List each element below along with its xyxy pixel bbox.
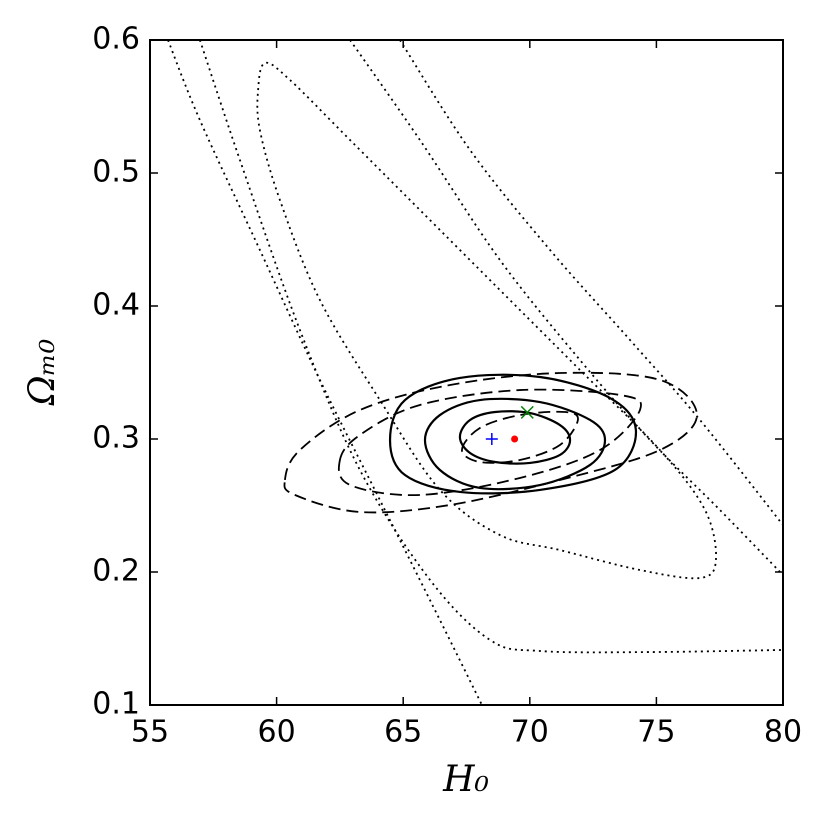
x-tick-label: 75 — [637, 715, 675, 750]
x-tick-label: 70 — [511, 715, 549, 750]
y-tick-label: 0.4 — [92, 288, 140, 323]
y-tick-label: 0.1 — [92, 687, 140, 722]
x-tick-label: 80 — [764, 715, 802, 750]
x-tick-label: 55 — [131, 715, 169, 750]
y-tick-label: 0.2 — [92, 554, 140, 589]
x-tick-label: 65 — [384, 715, 422, 750]
contour-line — [199, 40, 783, 654]
x-tick-label: 60 — [258, 715, 296, 750]
contour-line — [349, 40, 783, 576]
contour-line — [256, 61, 717, 580]
contour-line — [458, 410, 572, 465]
marker — [485, 433, 498, 445]
contour-line — [423, 397, 607, 491]
x-axis-label: H₀ — [442, 759, 489, 800]
contour-line — [399, 40, 783, 526]
contour-line — [167, 40, 483, 705]
plot-frame — [149, 39, 784, 706]
y-tick-label: 0.6 — [92, 22, 140, 57]
y-tick-label: 0.3 — [92, 421, 140, 456]
contour-line — [461, 410, 579, 464]
contour-line — [388, 373, 637, 495]
marker — [520, 405, 534, 419]
y-tick-label: 0.5 — [92, 155, 140, 190]
marker — [511, 435, 519, 443]
contour-line — [337, 388, 642, 497]
y-axis-label: Ωₘ₀ — [22, 339, 63, 406]
contour-line — [283, 371, 698, 514]
